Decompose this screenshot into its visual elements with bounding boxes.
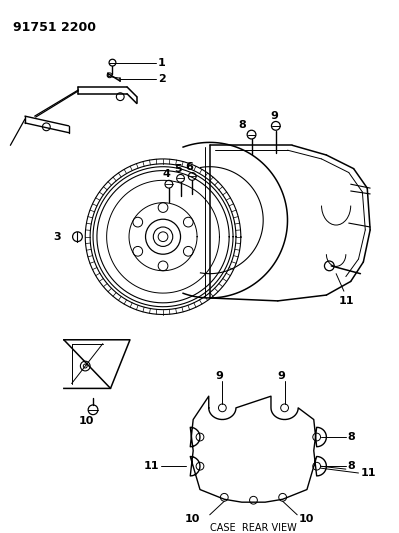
Text: 9: 9 bbox=[278, 371, 286, 381]
Text: 11: 11 bbox=[339, 296, 355, 306]
Text: 10: 10 bbox=[185, 514, 200, 524]
Text: 2: 2 bbox=[158, 74, 166, 84]
Text: 11: 11 bbox=[144, 461, 159, 471]
Text: 8: 8 bbox=[348, 461, 356, 471]
Text: 9: 9 bbox=[270, 111, 278, 121]
Circle shape bbox=[109, 59, 116, 66]
Text: 10: 10 bbox=[299, 514, 314, 524]
Text: 4: 4 bbox=[162, 169, 170, 180]
Text: 6: 6 bbox=[186, 161, 193, 172]
Text: 8: 8 bbox=[348, 432, 356, 442]
Text: 10: 10 bbox=[79, 416, 94, 426]
Text: 9: 9 bbox=[215, 371, 223, 381]
Text: 11: 11 bbox=[360, 468, 376, 478]
Text: 3: 3 bbox=[53, 232, 61, 241]
Text: 1: 1 bbox=[158, 58, 166, 68]
Text: 91751 2200: 91751 2200 bbox=[13, 21, 96, 34]
Text: 5: 5 bbox=[174, 164, 182, 174]
Text: CASE  REAR VIEW: CASE REAR VIEW bbox=[210, 523, 297, 533]
Text: 8: 8 bbox=[238, 120, 246, 130]
